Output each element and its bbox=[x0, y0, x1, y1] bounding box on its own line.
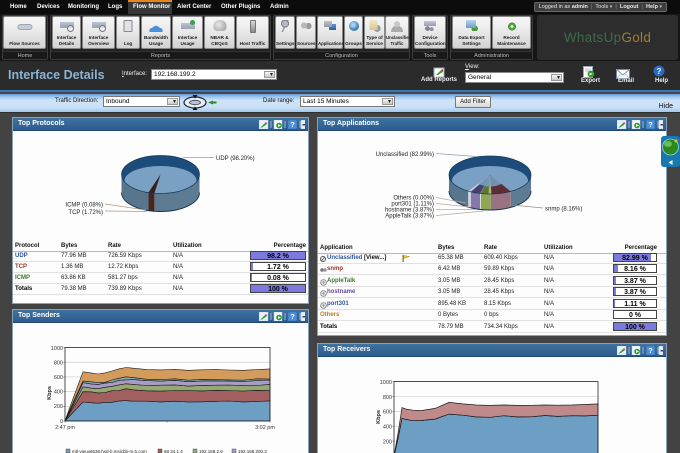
svg-text:Others (0.00%): Others (0.00%) bbox=[393, 196, 434, 202]
svg-text:400: 400 bbox=[54, 390, 63, 396]
svg-text:600: 600 bbox=[54, 375, 63, 381]
svg-text:800: 800 bbox=[383, 395, 392, 401]
svg-text:port301 (1.11%): port301 (1.11%) bbox=[391, 202, 434, 208]
svg-text:200: 200 bbox=[54, 404, 63, 410]
svg-text:Unclassified (82.99%): Unclassified (82.99%) bbox=[376, 152, 434, 158]
svg-text:0: 0 bbox=[60, 419, 63, 425]
svg-text:2:47 pm: 2:47 pm bbox=[55, 425, 75, 431]
svg-text:192.168.200.3: 192.168.200.3 bbox=[238, 449, 267, 453]
svg-text:?: ? bbox=[290, 122, 294, 129]
svg-text:hostname (3.87%): hostname (3.87%) bbox=[385, 208, 434, 214]
svg-text:?: ? bbox=[648, 348, 652, 355]
svg-text:3:02 pm: 3:02 pm bbox=[255, 425, 275, 431]
svg-text:192.168.2.6: 192.168.2.6 bbox=[199, 449, 223, 453]
svg-text:?: ? bbox=[648, 122, 652, 129]
svg-text:Kbps: Kbps bbox=[47, 386, 53, 400]
svg-text:800: 800 bbox=[54, 361, 63, 367]
svg-text:400: 400 bbox=[383, 425, 392, 431]
svg-text:TCP (1.72%): TCP (1.72%) bbox=[68, 210, 103, 216]
svg-text:1000: 1000 bbox=[51, 346, 63, 352]
svg-text:600: 600 bbox=[383, 410, 392, 416]
svg-text:mtl-vieux6536.hsd-b.msicbb-m.b: mtl-vieux6536.hsd-b.msicbb-m.b.com bbox=[72, 449, 147, 453]
svg-text:68.34.1.4: 68.34.1.4 bbox=[164, 449, 183, 453]
svg-text:?: ? bbox=[290, 314, 294, 321]
svg-text:ICMP (0.08%): ICMP (0.08%) bbox=[65, 203, 103, 209]
svg-text:200: 200 bbox=[383, 440, 392, 446]
svg-text:AppleTalk (3.87%): AppleTalk (3.87%) bbox=[385, 214, 434, 220]
svg-text:snmp (8.16%): snmp (8.16%) bbox=[545, 207, 582, 213]
svg-text:UDP (98.20%): UDP (98.20%) bbox=[216, 156, 255, 162]
svg-text:?: ? bbox=[657, 67, 662, 76]
svg-text:Kbps: Kbps bbox=[376, 410, 382, 424]
svg-text:1000: 1000 bbox=[380, 380, 392, 386]
